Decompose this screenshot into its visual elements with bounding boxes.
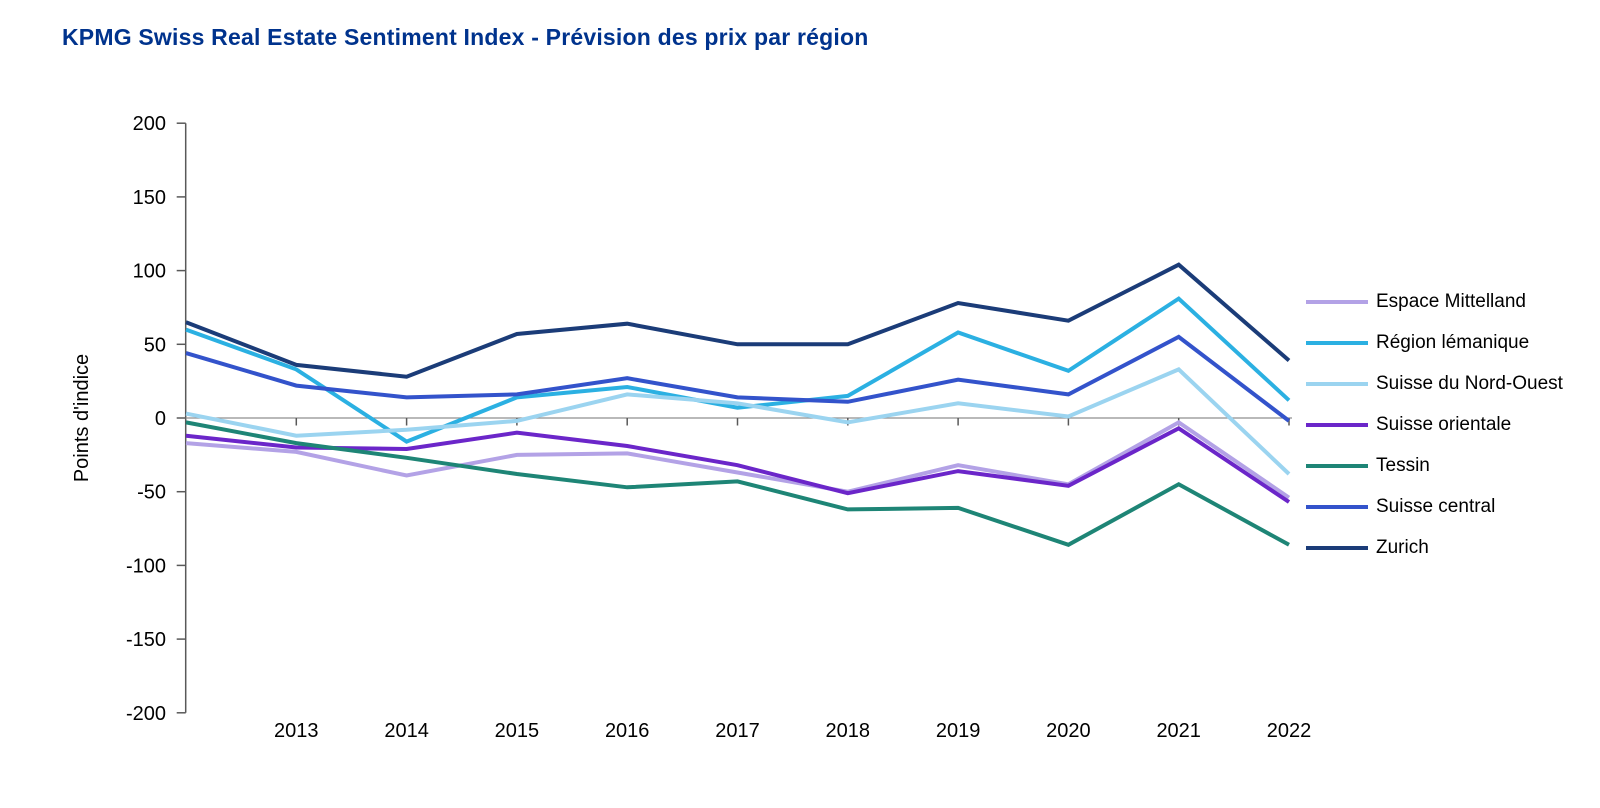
series-line-espace-mittelland [185, 420, 1291, 500]
y-tick-label: -100 [126, 555, 166, 577]
x-tick-label: 2015 [495, 720, 540, 742]
series-line-r-gion-l-manique [185, 296, 1291, 444]
legend-swatch-icon [1306, 299, 1368, 304]
chart-title: KPMG Swiss Real Estate Sentiment Index -… [62, 24, 869, 50]
legend-label: Suisse orientale [1376, 413, 1512, 435]
x-tick-label: 2017 [715, 720, 760, 742]
legend-item: Tessin [1306, 445, 1563, 486]
x-tick-label: 2014 [384, 720, 429, 742]
y-tick-label: -200 [126, 703, 166, 725]
legend-swatch-icon [1306, 545, 1368, 550]
x-tick-label: 2019 [936, 720, 981, 742]
legend-swatch-icon [1306, 504, 1368, 509]
y-tick-label: 100 [133, 261, 166, 283]
legend-label: Zurich [1376, 536, 1429, 558]
legend-swatch-icon [1306, 340, 1368, 345]
chart-legend: Espace Mittelland Région lémanique Suisse … [1306, 281, 1563, 568]
legend-item: Suisse du Nord-Ouest [1306, 363, 1563, 404]
y-tick-label: 200 [133, 113, 166, 135]
x-tick-label: 2013 [274, 720, 319, 742]
y-tick-label: 150 [133, 187, 166, 209]
legend-swatch-icon [1306, 463, 1368, 468]
x-tick-label: 2021 [1156, 720, 1201, 742]
legend-label: Espace Mittelland [1376, 290, 1526, 312]
series-line-zurich [185, 262, 1291, 379]
legend-item: Suisse central [1306, 486, 1563, 527]
series-line-suisse-orientale [185, 425, 1291, 504]
legend-label: Tessin [1376, 454, 1430, 476]
y-tick-label: 0 [155, 408, 166, 430]
series-line-tessin [185, 420, 1290, 547]
series-line-suisse-central [185, 334, 1291, 423]
x-tick-label: 2020 [1046, 720, 1091, 742]
legend-swatch-icon [1306, 381, 1368, 386]
legend-item: Zurich [1306, 527, 1563, 568]
x-tick-label: 2018 [826, 720, 871, 742]
x-tick-label: 2016 [605, 720, 650, 742]
y-tick-label: -50 [137, 482, 166, 504]
y-axis-title: Points d'indice [71, 354, 93, 482]
legend-item: Suisse orientale [1306, 404, 1563, 445]
legend-label: Suisse central [1376, 495, 1496, 517]
series-line-suisse-du-nord-ouest [185, 367, 1291, 476]
legend-swatch-icon [1306, 422, 1368, 427]
legend-label: Suisse du Nord-Ouest [1376, 372, 1563, 394]
y-tick-label: -150 [126, 629, 166, 651]
legend-label: Région lémanique [1376, 331, 1530, 353]
y-tick-label: 50 [144, 334, 166, 356]
legend-item: Région lémanique [1306, 322, 1563, 363]
x-tick-label: 2022 [1267, 720, 1312, 742]
legend-item: Espace Mittelland [1306, 281, 1563, 322]
